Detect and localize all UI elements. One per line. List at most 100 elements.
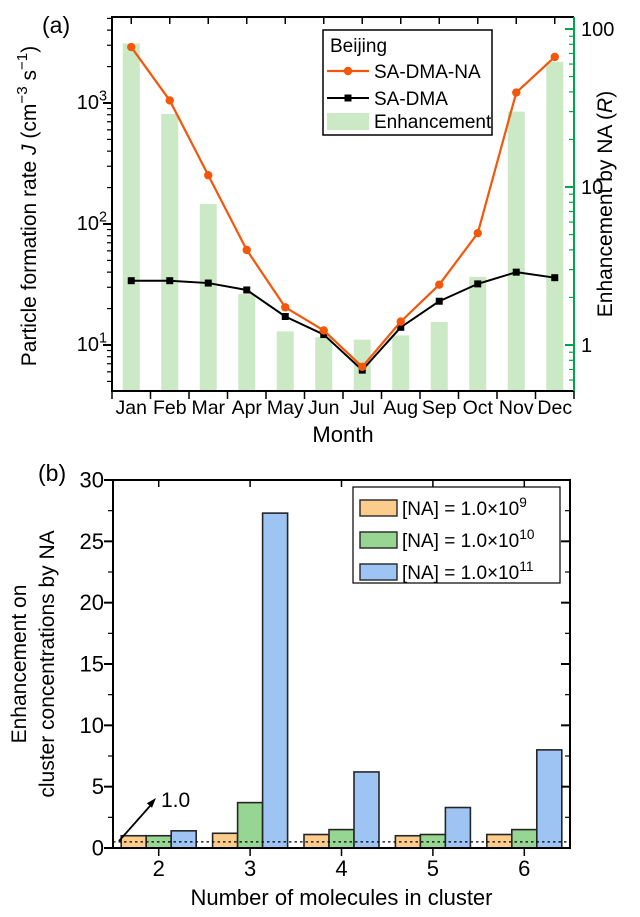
month-label: Dec xyxy=(537,397,572,419)
x-axis-title-b: Number of molecules in cluster xyxy=(190,885,492,910)
cluster-bar-series2 xyxy=(236,801,264,849)
panel-b-tag: (b) xyxy=(38,460,66,486)
x-axis-title: Month xyxy=(312,422,373,447)
sa-dma-na-marker xyxy=(127,42,136,52)
cluster-bar-series2 xyxy=(510,828,538,849)
enhancement-bar xyxy=(161,113,179,392)
legend-b-swatch-3 xyxy=(359,563,398,581)
month-label: Jun xyxy=(308,397,339,419)
x-tick-label: 5 xyxy=(427,856,439,881)
cluster-bar-series2 xyxy=(419,833,447,849)
month-label: May xyxy=(267,397,304,419)
sa-dma-marker xyxy=(435,297,443,305)
left-tick-label: 103 xyxy=(77,89,107,114)
x-tick-label: 2 xyxy=(153,856,165,881)
enhancement-bar xyxy=(507,111,525,392)
sa-dma-marker xyxy=(166,277,174,285)
sa-dma-marker xyxy=(397,323,405,331)
x-tick-label: 4 xyxy=(335,856,347,881)
left-tick-label: 102 xyxy=(77,210,107,235)
legend-label-sa-dma-na: SA-DMA-NA xyxy=(374,62,481,83)
sa-dma-na-marker xyxy=(473,228,482,238)
sa-dma-na-marker xyxy=(512,88,521,97)
month-label: Mar xyxy=(191,397,225,419)
sa-dma-marker xyxy=(243,286,251,294)
cluster-bar-series1 xyxy=(485,833,513,849)
enhancement-bar xyxy=(546,61,564,391)
month-label: Apr xyxy=(232,397,263,419)
cluster-bar-series3 xyxy=(170,830,197,849)
enhancement-bar xyxy=(392,335,410,391)
sa-dma-marker xyxy=(512,268,520,276)
annotation-1-0: 1.0 xyxy=(161,789,190,812)
month-label: Feb xyxy=(153,397,187,419)
sa-dma-na-marker xyxy=(281,303,290,312)
left-tick-label: 101 xyxy=(77,331,107,356)
annotation-arrowhead xyxy=(146,798,156,808)
sa-dma-marker xyxy=(204,279,212,287)
right-tick-label: 10 xyxy=(581,177,603,199)
month-label: Aug xyxy=(383,397,418,419)
y-tick-label: 5 xyxy=(92,774,104,799)
legend-b-label-3: [NA] = 1.0×1011 xyxy=(402,559,533,584)
legend-b-swatch-1 xyxy=(359,499,398,517)
cluster-bar-series3 xyxy=(353,771,380,849)
sa-dma-line xyxy=(131,271,555,372)
cluster-bar-series1 xyxy=(303,833,330,849)
sa-dma-na-marker xyxy=(550,52,559,62)
sa-dma-na-marker xyxy=(396,317,405,326)
month-label: Jan xyxy=(116,397,147,419)
legend-b-label-2: [NA] = 1.0×1010 xyxy=(402,527,535,552)
cluster-bar-series3 xyxy=(535,749,563,849)
enhancement-bar xyxy=(469,276,487,391)
enhancement-bar xyxy=(276,331,294,391)
cluster-bar-series3 xyxy=(261,512,289,849)
legend-enhancement-swatch xyxy=(327,113,369,130)
enhancement-bar xyxy=(430,321,448,391)
sa-dma-na-line xyxy=(130,46,556,368)
x-tick-label: 6 xyxy=(518,856,530,881)
legend-label-enhancement: Enhancement xyxy=(374,112,492,133)
enhancement-bar xyxy=(315,337,333,391)
month-label: Sep xyxy=(422,397,457,419)
y-tick-label: 15 xyxy=(80,652,104,677)
panel-a-tag: (a) xyxy=(42,12,70,38)
cluster-bar-series2 xyxy=(328,828,355,849)
enhancement-bar xyxy=(199,204,217,391)
y-tick-label: 30 xyxy=(80,468,104,493)
legend-b-label-1: [NA] = 1.0×109 xyxy=(402,495,527,520)
sa-dma-na-marker xyxy=(204,171,213,180)
sa-dma-na-marker xyxy=(358,362,367,372)
right-tick-label: 100 xyxy=(581,19,614,41)
y-tick-label: 0 xyxy=(92,836,104,861)
cluster-bar-series1 xyxy=(211,832,239,849)
y-tick-label: 25 xyxy=(80,529,104,554)
legend-a-title: Beijing xyxy=(330,36,387,57)
legend-label-sa-dma: SA-DMA xyxy=(374,89,448,110)
sa-dma-marker xyxy=(127,277,135,285)
sa-dma-na-marker xyxy=(319,326,328,335)
right-tick-label: 1 xyxy=(581,335,592,357)
legend-orange-marker xyxy=(343,66,353,76)
y-tick-label: 20 xyxy=(80,590,104,615)
month-label: Jul xyxy=(350,397,375,419)
sa-dma-na-marker xyxy=(165,96,174,105)
y-tick-label: 10 xyxy=(80,713,104,738)
annotation-arrow-line xyxy=(118,805,151,842)
month-label: Nov xyxy=(499,397,534,419)
y-left-axis-title: Particle formation rate J (cm−3 s−1) xyxy=(14,46,41,366)
sa-dma-na-marker xyxy=(242,245,251,255)
sa-dma-marker xyxy=(551,274,559,282)
y-axis-title-b-line2: cluster concentrations by NA xyxy=(36,530,59,797)
x-tick-label: 3 xyxy=(244,856,256,881)
month-label: Oct xyxy=(463,397,494,419)
enhancement-bar xyxy=(238,294,256,391)
sa-dma-marker xyxy=(281,313,289,321)
legend-b-swatch-2 xyxy=(359,531,398,549)
legend-black-marker xyxy=(344,94,352,102)
sa-dma-na-marker xyxy=(435,280,444,289)
sa-dma-marker xyxy=(474,280,482,288)
y-right-axis-title: Enhancement by NA (R) xyxy=(594,91,617,317)
